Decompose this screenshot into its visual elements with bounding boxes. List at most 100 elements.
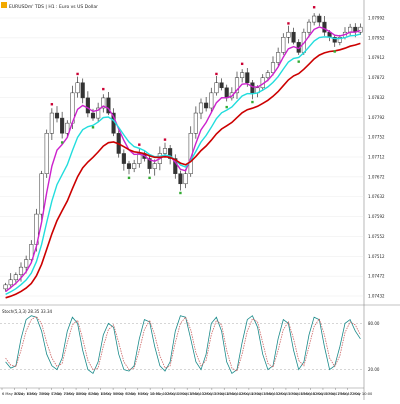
candle-body — [3, 284, 8, 290]
fractal-down-marker — [127, 176, 131, 180]
fractal-up-marker — [287, 22, 290, 25]
candle-body — [322, 21, 327, 33]
time-tick-label: 14 May 18:00 — [249, 392, 274, 396]
fractal-down-marker — [179, 191, 182, 195]
time-tick-label: 6 May 10:00 — [14, 392, 37, 396]
price-tick-label: 1.07632 — [368, 194, 385, 199]
candle-body — [178, 173, 183, 185]
candle-body — [337, 37, 342, 43]
fractal-down-marker — [333, 50, 336, 53]
candle-body — [358, 26, 363, 33]
candle-body — [250, 82, 255, 94]
candle-body — [270, 62, 276, 73]
fractal-down-marker — [148, 176, 151, 180]
candle-body — [332, 37, 337, 43]
time-tick-label: 7 May 02:00 — [39, 392, 62, 396]
time-tick-label: 15 May 02:00 — [261, 392, 286, 396]
candle-body — [183, 173, 188, 185]
candle-body — [90, 112, 96, 119]
price-tick-label: 1.07592 — [368, 214, 385, 219]
stoch-signal-line — [5, 315, 361, 372]
price-tick-label: 1.07992 — [368, 16, 385, 21]
candle-body — [126, 163, 132, 169]
candle-body — [13, 274, 18, 281]
time-tick-label: 9 May 02:00 — [113, 392, 136, 396]
fractal-up-marker — [102, 87, 105, 91]
candle-body — [224, 87, 229, 99]
time-tick-label: 13 May 10:00 — [200, 392, 225, 396]
price-tick-label: 1.07672 — [368, 174, 385, 179]
candle-body — [60, 117, 65, 134]
candle-body — [173, 158, 178, 174]
candle-body — [101, 97, 106, 109]
candle-body — [39, 173, 44, 215]
chart-title: EURUSDm' TDS | H1 : Euro vs US Dollar — [9, 4, 98, 10]
candle-body — [147, 158, 152, 169]
ma-fast-line — [5, 26, 361, 293]
candle-body — [18, 266, 24, 275]
time-tick-label: 16 May 02:00 — [298, 392, 323, 396]
time-tick-label: 15 May 10:00 — [274, 392, 299, 396]
candle-body — [54, 112, 60, 119]
price-tick-label: 1.07832 — [368, 95, 385, 100]
price-tick-label: 1.07552 — [368, 234, 385, 239]
time-tick-label: 8 May 02:00 — [76, 392, 99, 396]
time-tick-label: 15 May 18:00 — [286, 392, 311, 396]
stochastic-panel[interactable] — [0, 315, 364, 375]
candle-body — [312, 15, 317, 23]
candle-body — [219, 82, 224, 89]
time-tick-label: 9 May 18:00 — [138, 392, 161, 396]
time-tick-label: 17 May 02:00 — [335, 392, 360, 396]
candle-body — [44, 133, 49, 174]
price-axis: 1.07992 1.07952 1.07912 1.07872 1.07832 1.077… — [368, 16, 385, 373]
candle-body — [265, 72, 270, 78]
price-tick-label: 1.07952 — [368, 35, 385, 40]
price-tick-label: 1.07712 — [368, 155, 385, 160]
time-tick-label: 13 May 02:00 — [187, 392, 212, 396]
candle-body — [49, 112, 54, 134]
time-tick-label: 7 May 10:00 — [51, 392, 74, 396]
candle-body — [240, 72, 245, 78]
candle-body — [85, 97, 90, 114]
stoch-level-label: 80.00 — [368, 321, 380, 326]
candle-body — [162, 148, 168, 154]
chart-icon — [1, 2, 7, 8]
time-tick-label: 8 May 18:00 — [101, 392, 124, 396]
fractal-down-marker — [91, 126, 95, 129]
price-tick-label: 1.07432 — [368, 294, 385, 299]
time-tick-label: 9 May 10:00 — [125, 392, 148, 396]
time-tick-label: 6 May 18:00 — [27, 392, 50, 396]
fractal-down-marker — [225, 105, 228, 109]
stoch-title: Stoch(5,3,3) 28.35 33.34 — [2, 309, 52, 314]
candle-body — [96, 107, 101, 119]
time-tick-label: 14 May 10:00 — [237, 392, 262, 396]
time-tick-label: 16 May 18:00 — [323, 392, 348, 396]
candle-body — [214, 82, 219, 94]
candle-body — [193, 112, 198, 134]
candle-body — [286, 31, 291, 38]
fractal-up-marker — [312, 6, 316, 9]
candle-body — [209, 92, 214, 109]
candle-body — [75, 82, 80, 94]
candle-body — [276, 52, 281, 63]
candle-body — [306, 21, 312, 33]
fractal-up-marker — [50, 103, 54, 106]
fractal-up-marker — [215, 72, 218, 76]
candle-body — [106, 97, 111, 114]
time-tick-label: 17 May 10:00 — [348, 392, 373, 396]
candle-body — [234, 77, 240, 94]
price-panel[interactable] — [3, 6, 363, 299]
time-tick-label: 14 May 02:00 — [224, 392, 249, 396]
fractal-up-marker — [138, 143, 141, 146]
candle-body — [152, 163, 157, 169]
fractal-up-marker — [163, 138, 167, 141]
ma-slow-line — [5, 42, 361, 299]
price-tick-label: 1.07792 — [368, 115, 385, 120]
time-tick-label: 7 May 18:00 — [64, 392, 87, 396]
candle-body — [317, 15, 322, 23]
fractal-down-marker — [297, 60, 300, 63]
ma-mid-line — [5, 33, 361, 296]
